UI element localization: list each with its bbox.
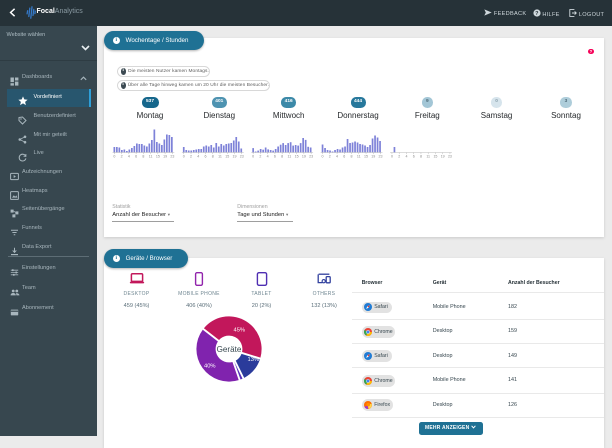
svg-text:11: 11 [288,155,292,159]
svg-text:13%: 13% [247,357,259,363]
svg-text:0: 0 [113,155,115,159]
svg-text:4: 4 [405,155,407,159]
svg-text:19: 19 [371,155,375,159]
svg-text:6: 6 [135,155,137,159]
svg-text:8: 8 [281,155,283,159]
svg-text:4: 4 [267,155,269,159]
svg-text:?: ? [535,11,539,17]
svg-text:2: 2 [329,155,331,159]
svg-text:0: 0 [391,155,393,159]
svg-text:19: 19 [441,155,445,159]
svg-text:8: 8 [212,155,214,159]
svg-text:0: 0 [322,155,324,159]
svg-text:8: 8 [351,155,353,159]
svg-text:19: 19 [163,155,167,159]
svg-text:6: 6 [413,155,415,159]
svg-text:19: 19 [302,155,306,159]
svg-text:11: 11 [218,155,222,159]
svg-text:11: 11 [357,155,361,159]
svg-text:2: 2 [259,155,261,159]
svg-text:23: 23 [379,155,383,159]
svg-text:15: 15 [156,155,160,159]
svg-text:4: 4 [336,155,338,159]
svg-text:15: 15 [433,155,437,159]
svg-text:15: 15 [364,155,368,159]
svg-text:11: 11 [149,155,153,159]
svg-text:6: 6 [205,155,207,159]
svg-text:23: 23 [309,155,313,159]
svg-text:Geräte: Geräte [217,345,242,354]
svg-text:4: 4 [197,155,199,159]
svg-text:0: 0 [252,155,254,159]
svg-text:8: 8 [420,155,422,159]
svg-text:19: 19 [233,155,237,159]
svg-text:11: 11 [426,155,430,159]
svg-text:2: 2 [121,155,123,159]
svg-text:6: 6 [343,155,345,159]
svg-text:8: 8 [142,155,144,159]
svg-text:4: 4 [128,155,130,159]
svg-text:15: 15 [225,155,229,159]
svg-text:2: 2 [398,155,400,159]
svg-text:6: 6 [274,155,276,159]
svg-text:0: 0 [183,155,185,159]
svg-text:23: 23 [448,155,452,159]
svg-text:23: 23 [240,155,244,159]
svg-text:23: 23 [170,155,174,159]
svg-text:45%: 45% [233,328,245,334]
svg-text:40%: 40% [204,363,216,369]
svg-text:2: 2 [190,155,192,159]
svg-text:15: 15 [295,155,299,159]
